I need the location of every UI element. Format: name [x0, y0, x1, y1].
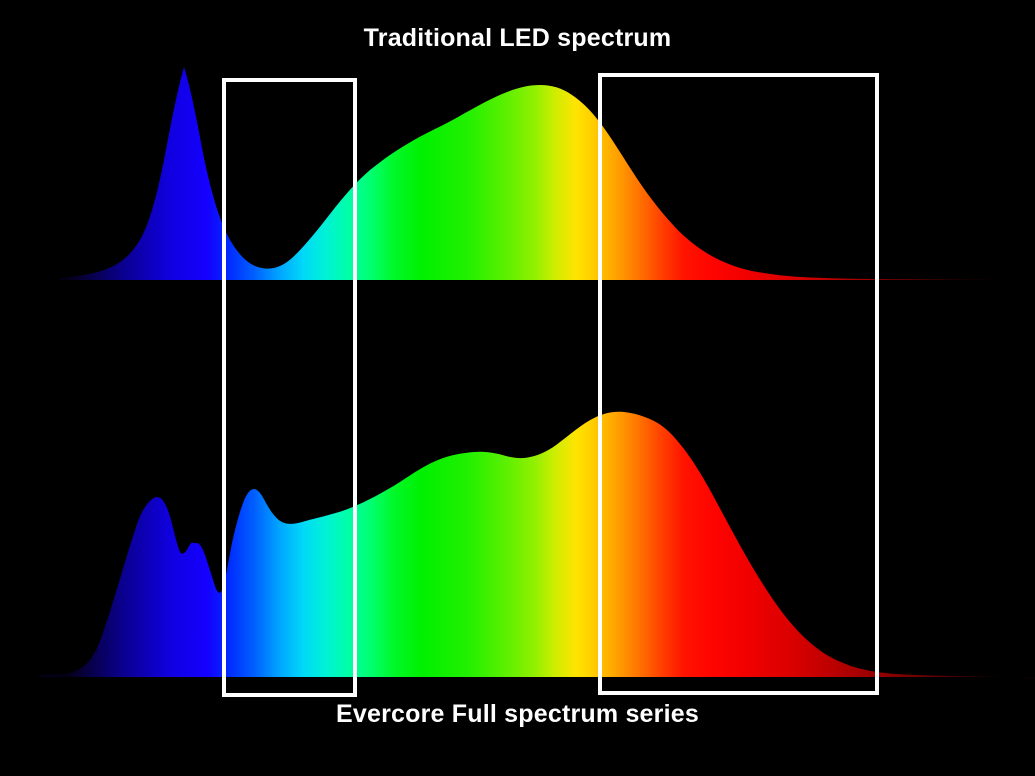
evercore-full-spectrum-curve — [40, 411, 1035, 678]
bottom-chart-title: Evercore Full spectrum series — [336, 700, 699, 728]
highlight-box-deep-red — [598, 73, 879, 695]
highlight-box-cyan-gap — [222, 78, 357, 697]
top-chart-title: Traditional LED spectrum — [363, 24, 672, 52]
traditional-led-spectrum-curve — [60, 67, 1035, 280]
